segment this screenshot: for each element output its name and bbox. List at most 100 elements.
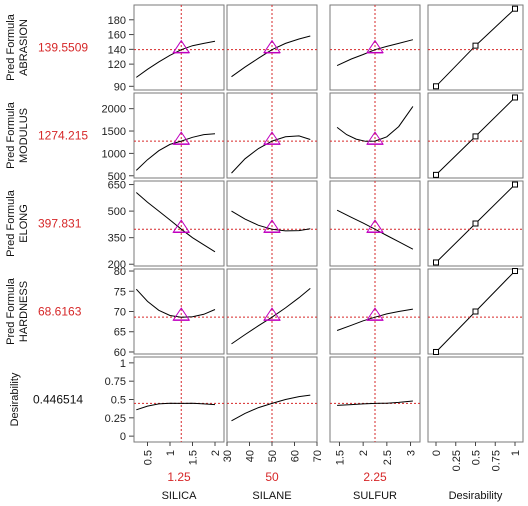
panel-elong-sulfur xyxy=(329,180,421,267)
y-tick-label: 500 xyxy=(108,206,126,218)
x-tick-label-group: 0.25 xyxy=(451,450,463,471)
y-tick-label: 2000 xyxy=(102,104,126,116)
y-tick-label: 0.75 xyxy=(105,376,126,388)
row-value-elong: 397.831 xyxy=(38,217,82,231)
panel-desirability-silica xyxy=(133,356,225,443)
x-tick-label: 2.5 xyxy=(382,450,394,465)
profile-curve-hardness-silane xyxy=(231,288,311,345)
row-title-line2: ABRASION xyxy=(18,19,30,76)
desirability-handle xyxy=(512,5,518,12)
x-tick-label-group: 0.5 xyxy=(143,450,155,465)
desirability-handle xyxy=(512,268,518,275)
profile-curve-hardness-sulfur xyxy=(336,308,413,331)
col-label-desirability: Desirability xyxy=(449,490,503,502)
row-title-hardness: Pred Formula HARDNESS xyxy=(5,277,30,345)
x-tick-label: 0 xyxy=(431,450,443,456)
y-tick-label: 90 xyxy=(114,81,126,93)
y-tick-label: 120 xyxy=(108,59,126,71)
x-tick-label-group: 0 xyxy=(431,450,443,456)
x-tick-label: 1.5 xyxy=(188,450,200,465)
row-title-modulus: Pred Formula MODULUS xyxy=(5,101,30,169)
col-label-sulfur: SULFUR xyxy=(353,490,397,502)
x-tick-label-group: 2 xyxy=(358,450,370,456)
x-tick-label: 0.5 xyxy=(471,450,483,465)
desirability-handle xyxy=(433,348,439,355)
x-tick-label: 60 xyxy=(290,450,302,462)
col-value-silica: 1.25 xyxy=(167,470,191,484)
y-tick-label: 75 xyxy=(114,286,126,298)
x-tick-label-group: 3 xyxy=(406,450,418,456)
y-tick-label: 350 xyxy=(108,233,126,245)
y-tick-label: 160 xyxy=(108,30,126,42)
y-tick-label: 0 xyxy=(120,431,126,443)
row-title-elong: Pred Formula ELONG xyxy=(5,189,30,257)
row-title-line1: Pred Formula xyxy=(5,101,17,169)
y-tick-label: 650 xyxy=(108,180,126,192)
desirability-handle xyxy=(472,220,479,227)
x-tick-label: 0.75 xyxy=(490,450,502,471)
desirability-handle xyxy=(512,181,518,188)
x-tick-label-group: 30 xyxy=(222,450,234,462)
desirability-handle xyxy=(512,94,518,101)
profile-curve-elong-silica xyxy=(135,192,216,253)
y-tick-label: 65 xyxy=(114,327,126,339)
profile-curve-elong-silane xyxy=(231,210,311,232)
col-value-sulfur: 2.25 xyxy=(363,470,387,484)
row-value-desirability: 0.446514 xyxy=(33,393,83,407)
row-title-line2: HARDNESS xyxy=(18,281,30,342)
panel-abrasion-sulfur xyxy=(329,4,421,91)
row-title-line1: Pred Formula xyxy=(5,13,17,81)
profile-curve-modulus-silica xyxy=(135,133,216,171)
panel-modulus-silane xyxy=(226,92,318,179)
row-title-line1: Pred Formula xyxy=(5,277,17,345)
desirability-handle xyxy=(472,133,479,140)
y-tick-label: 1000 xyxy=(102,148,126,160)
y-tick-label: 60 xyxy=(114,347,126,359)
y-tick-label: 1500 xyxy=(102,126,126,138)
y-tick-label: 140 xyxy=(108,44,126,56)
row-title-line2: MODULUS xyxy=(18,108,30,163)
profile-curve-desirability-silane xyxy=(231,394,311,422)
profile-curve-abrasion-silane xyxy=(231,35,311,78)
y-tick-label: 1 xyxy=(120,358,126,370)
desirability-handle xyxy=(472,308,479,315)
x-tick-label: 1 xyxy=(510,450,522,456)
x-tick-label-group: 1.5 xyxy=(188,450,200,465)
row-title-line1: Desirability xyxy=(9,372,21,426)
x-tick-label: 0.5 xyxy=(143,450,155,465)
x-tick-label-group: 1 xyxy=(165,450,177,456)
x-tick-label: 3 xyxy=(406,450,418,456)
desirability-handle xyxy=(433,171,439,178)
row-title-desirability: Desirability xyxy=(9,372,21,426)
col-label-silane: SILANE xyxy=(252,490,291,502)
y-tick-label: 500 xyxy=(108,171,126,183)
x-tick-label: 30 xyxy=(222,450,234,462)
x-tick-label-group: 50 xyxy=(267,450,279,462)
panel-elong-silane xyxy=(226,180,318,267)
x-tick-label: 0.25 xyxy=(451,450,463,471)
profile-curve-modulus-silane xyxy=(231,135,311,174)
y-tick-label: 180 xyxy=(108,15,126,27)
profile-curve-abrasion-sulfur xyxy=(336,39,414,67)
x-tick-label-group: 40 xyxy=(245,450,257,462)
desirability-handle xyxy=(472,42,479,49)
row-title-abrasion: Pred Formula ABRASION xyxy=(5,13,30,81)
desirability-handle xyxy=(433,83,439,90)
col-value-silane: 50 xyxy=(265,470,279,484)
x-tick-label-group: 60 xyxy=(290,450,302,462)
x-tick-label: 50 xyxy=(267,450,279,462)
x-tick-label-group: 0.5 xyxy=(471,450,483,465)
panel-hardness-silane xyxy=(226,268,318,355)
profile-curve-desirability-silica xyxy=(136,402,216,411)
x-tick-label-group: 2 xyxy=(210,450,222,456)
x-tick-label: 40 xyxy=(245,450,257,462)
profile-curve-modulus-sulfur xyxy=(336,106,414,142)
col-label-silica: SILICA xyxy=(162,490,198,502)
profile-curve-elong-sulfur xyxy=(336,209,414,250)
x-tick-label-group: 2.5 xyxy=(382,450,394,465)
row-value-hardness: 68.6163 xyxy=(38,305,82,319)
panel-modulus-sulfur xyxy=(329,92,421,179)
profile-curve-desirability-sulfur xyxy=(337,400,413,406)
row-title-line1: Pred Formula xyxy=(5,189,17,257)
y-tick-label: 70 xyxy=(114,307,126,319)
